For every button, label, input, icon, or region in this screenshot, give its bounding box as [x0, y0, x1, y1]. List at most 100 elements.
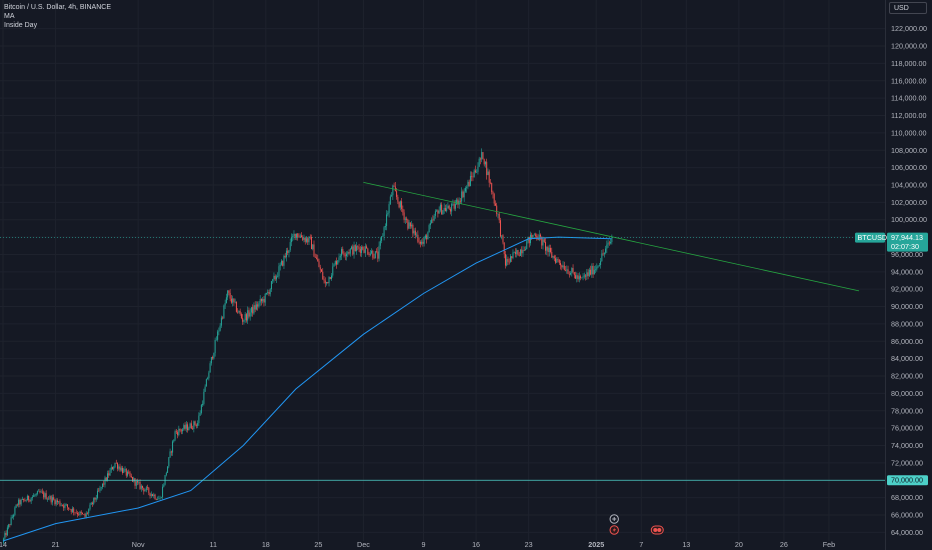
candle [128, 469, 130, 475]
candle [43, 490, 45, 500]
candle-body [602, 253, 604, 255]
candle [158, 495, 160, 500]
candle [363, 246, 365, 254]
candle-body [596, 266, 598, 270]
time-tick-label: 13 [682, 540, 690, 549]
candle [195, 423, 197, 429]
candle [40, 489, 42, 494]
candle-body [593, 269, 595, 275]
candle [202, 400, 204, 407]
candle [600, 257, 602, 269]
candle-body [471, 175, 473, 177]
candle [324, 277, 326, 288]
candle-body [94, 497, 96, 500]
candle-body [372, 250, 374, 258]
candle-body [208, 372, 210, 379]
candle [154, 493, 156, 500]
candle [379, 237, 381, 250]
candle-body [235, 301, 237, 312]
candle-body [302, 237, 304, 240]
candle-body [565, 270, 567, 271]
candle [507, 256, 509, 265]
candle [68, 507, 70, 511]
candle [120, 465, 122, 472]
candle-body [272, 279, 274, 282]
candle-body [228, 290, 230, 293]
time-tick-label: Nov [132, 540, 145, 549]
candle-body [198, 415, 200, 424]
candle [374, 251, 376, 259]
candle [11, 514, 13, 519]
candle-body [318, 261, 320, 268]
candle-body [611, 237, 613, 242]
candle [71, 506, 73, 513]
candle-body [155, 499, 157, 500]
candle-body [357, 246, 359, 248]
price-tick-label: 122,000.00 [891, 24, 927, 33]
candle-body [154, 494, 156, 500]
candle-body [163, 484, 165, 487]
candle [416, 232, 418, 238]
candle-body [185, 424, 187, 429]
candle-body [466, 187, 468, 189]
candle [443, 203, 445, 214]
candle-body [274, 275, 276, 280]
candle-body [352, 246, 354, 255]
candle [205, 378, 207, 387]
candle [402, 205, 404, 216]
candle-body [280, 260, 282, 265]
candle-body [93, 497, 95, 504]
candle-body [165, 472, 167, 476]
candle [168, 457, 170, 469]
inside-day-indicator-label[interactable]: Inside Day [4, 22, 38, 29]
candle [513, 251, 515, 254]
candle-body [394, 186, 396, 192]
candle-body [404, 218, 406, 220]
plus-circle-icon[interactable] [609, 514, 619, 524]
candle [366, 244, 368, 249]
candle-body [267, 292, 269, 293]
candle-body [403, 212, 405, 220]
candle [274, 274, 276, 282]
time-tick-label: 21 [52, 540, 60, 549]
currency-button[interactable]: USD [889, 2, 927, 14]
candle [275, 274, 277, 284]
candle-body [109, 470, 111, 476]
candle [383, 225, 385, 241]
candle [124, 466, 126, 472]
candle [248, 307, 250, 319]
candle [319, 264, 321, 274]
candle-body [56, 500, 58, 503]
candle [63, 503, 65, 511]
candle [180, 428, 182, 435]
candle-body [459, 200, 461, 202]
candle-body [388, 204, 390, 213]
candle [477, 162, 479, 175]
candle [132, 476, 134, 483]
candle-body [603, 252, 605, 255]
candle-body [9, 524, 11, 526]
candle-body [408, 222, 410, 229]
candle [361, 245, 363, 258]
candle-body [461, 191, 463, 202]
candle [81, 512, 83, 515]
candle [352, 244, 354, 256]
candle [74, 512, 76, 516]
candle-body [438, 210, 440, 214]
candle-body [451, 203, 453, 212]
candle [605, 245, 607, 255]
symbol-title[interactable]: Bitcoin / U.S. Dollar, 4h, BINANCE [4, 4, 111, 11]
candle-body [560, 263, 562, 266]
candle-body [237, 311, 239, 313]
candle [242, 314, 244, 325]
candle-body [288, 250, 290, 253]
candle [4, 530, 6, 541]
candle-body [204, 386, 206, 392]
price-tick-label: 102,000.00 [891, 198, 927, 207]
candle [459, 197, 461, 204]
price-tick-label: 100,000.00 [891, 215, 927, 224]
candle [125, 468, 127, 478]
ma-indicator-label[interactable]: MA [4, 13, 15, 20]
